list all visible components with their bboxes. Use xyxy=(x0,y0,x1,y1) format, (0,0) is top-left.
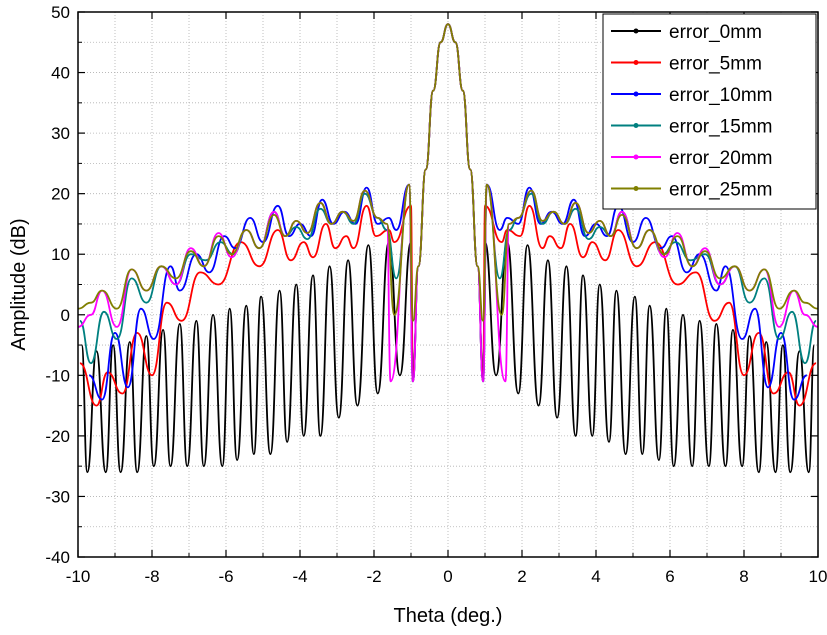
tick-labels: -10 -8 -6 -4 -2 0 2 4 6 8 10-40-30-20-100102030405… xyxy=(45,3,827,586)
y-tick-label: 0 xyxy=(61,306,70,325)
legend-marker xyxy=(633,91,639,97)
y-tick-label: -20 xyxy=(45,427,70,446)
x-tick-label: -6 xyxy=(218,567,233,586)
legend: error_0mm error_5mm error_10mm error_15mmer… xyxy=(602,13,817,210)
y-tick-label: -30 xyxy=(45,487,70,506)
legend-marker xyxy=(633,186,639,191)
x-tick-label: -8 xyxy=(144,567,159,586)
x-tick-label: 10 xyxy=(809,567,827,586)
x-tick-label: 0 xyxy=(443,567,452,586)
legend-label: error_5mm xyxy=(669,54,762,75)
x-tick-label: -2 xyxy=(366,567,381,586)
legend-label: error_0mm xyxy=(669,22,762,43)
series-line xyxy=(77,23,819,322)
y-tick-label: 20 xyxy=(51,185,70,204)
legend-label: error_25mm xyxy=(669,180,772,201)
y-tick-label: 40 xyxy=(51,64,70,83)
x-tick-label: 2 xyxy=(517,567,526,586)
legend-label: error_15mm xyxy=(669,117,772,138)
y-tick-label: -10 xyxy=(45,366,70,385)
y-axis-title: Amplitude (dB) xyxy=(8,218,30,350)
legend-marker xyxy=(633,154,639,160)
y-tick-label: -40 xyxy=(45,548,70,567)
legend-box xyxy=(602,13,817,210)
legend-marker xyxy=(633,60,639,65)
x-tick-label: -10 xyxy=(66,567,91,586)
x-tick-label: -4 xyxy=(292,567,307,586)
series-layer xyxy=(77,23,819,474)
y-tick-label: 50 xyxy=(51,3,70,22)
legend-marker xyxy=(633,28,639,34)
legend-label: error_10mm xyxy=(669,85,772,106)
y-tick-label: 10 xyxy=(51,245,70,264)
y-tick-label: 30 xyxy=(51,124,70,143)
x-tick-label: 8 xyxy=(739,567,748,586)
x-tick-label: 4 xyxy=(591,567,600,586)
legend-label: error_20mm xyxy=(669,148,772,169)
legend-marker xyxy=(633,123,639,128)
x-axis-title: Theta (deg.) xyxy=(394,605,503,627)
x-tick-label: 6 xyxy=(665,567,674,586)
